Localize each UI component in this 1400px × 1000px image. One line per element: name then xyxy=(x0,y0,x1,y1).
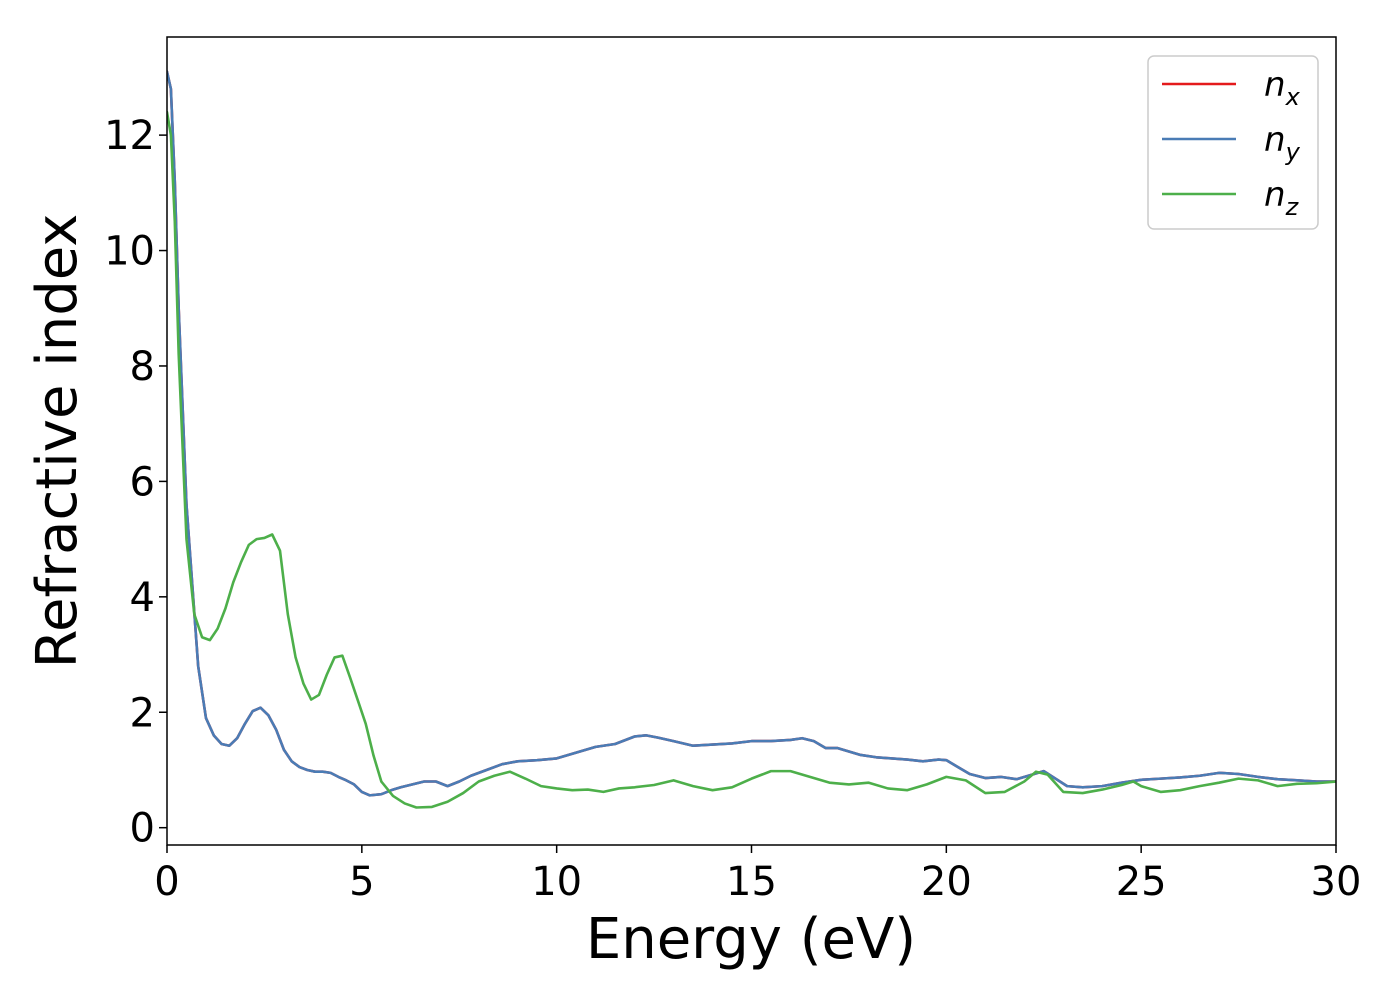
series-line-n-z xyxy=(167,110,1336,809)
y-tick-label: 8 xyxy=(130,344,155,390)
series-layer xyxy=(167,70,1336,809)
x-tick-label: 25 xyxy=(1116,859,1167,905)
ticks-layer: 0 5 10 15 20 25 30 0 2 4 6 8 10 12 xyxy=(104,113,1361,905)
legend-label-n-y: ny xyxy=(1264,120,1301,166)
x-tick-label: 30 xyxy=(1311,859,1362,905)
y-tick-label: 10 xyxy=(104,229,155,275)
legend-label-n-z: nz xyxy=(1264,175,1300,221)
y-tick-label: 2 xyxy=(130,690,155,736)
legend-box xyxy=(1147,55,1319,230)
y-tick-label: 6 xyxy=(130,459,155,505)
x-axis-label: Energy (eV) xyxy=(586,907,916,972)
x-tick-label: 5 xyxy=(349,859,374,905)
series-line-n-y xyxy=(167,70,1336,797)
legend-label-n-x: nx xyxy=(1264,65,1301,111)
y-axis-label: Refractive index xyxy=(25,214,90,669)
x-tick-label: 10 xyxy=(531,859,582,905)
legend: nx ny nz xyxy=(1147,55,1319,230)
x-tick-label: 0 xyxy=(154,859,179,905)
y-tick-label: 4 xyxy=(130,575,155,621)
y-tick-label: 0 xyxy=(130,806,155,852)
y-tick-label: 12 xyxy=(104,113,155,159)
x-tick-label: 15 xyxy=(726,859,777,905)
x-tick-label: 20 xyxy=(921,859,972,905)
